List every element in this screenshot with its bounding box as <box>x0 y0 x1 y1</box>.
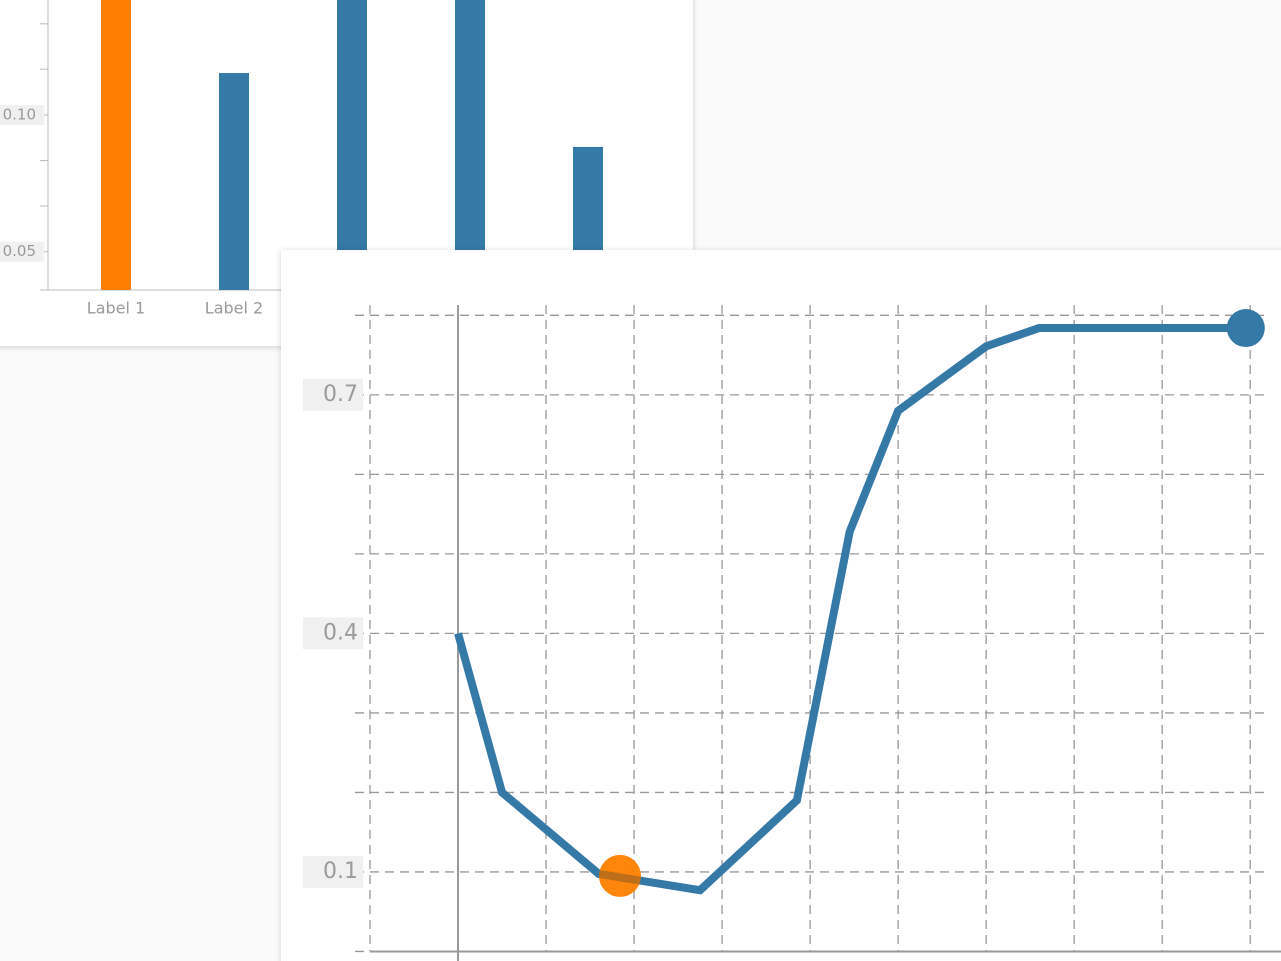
y-tick-label: 0.4 <box>323 620 358 645</box>
end-marker <box>1226 309 1265 348</box>
tick-bg <box>303 378 363 411</box>
tick-bg <box>0 241 44 262</box>
y-tick-label: 0.7 <box>323 382 358 407</box>
line <box>454 324 1246 895</box>
tick-bg <box>303 855 363 888</box>
highlight-point <box>598 854 641 897</box>
card <box>281 250 1281 961</box>
bar <box>101 0 131 290</box>
tick-bg <box>0 104 44 125</box>
x-tick-label: Label 2 <box>205 299 263 318</box>
y-tick-label: 0.05 <box>3 242 36 260</box>
x-tick-label: Label 1 <box>87 299 145 318</box>
y-tick-label: 0.1 <box>323 859 358 884</box>
bar <box>219 73 249 290</box>
y-tick-label: 0.10 <box>3 105 36 123</box>
tick-bg <box>303 617 363 650</box>
bar <box>337 0 367 290</box>
bar <box>455 0 485 290</box>
